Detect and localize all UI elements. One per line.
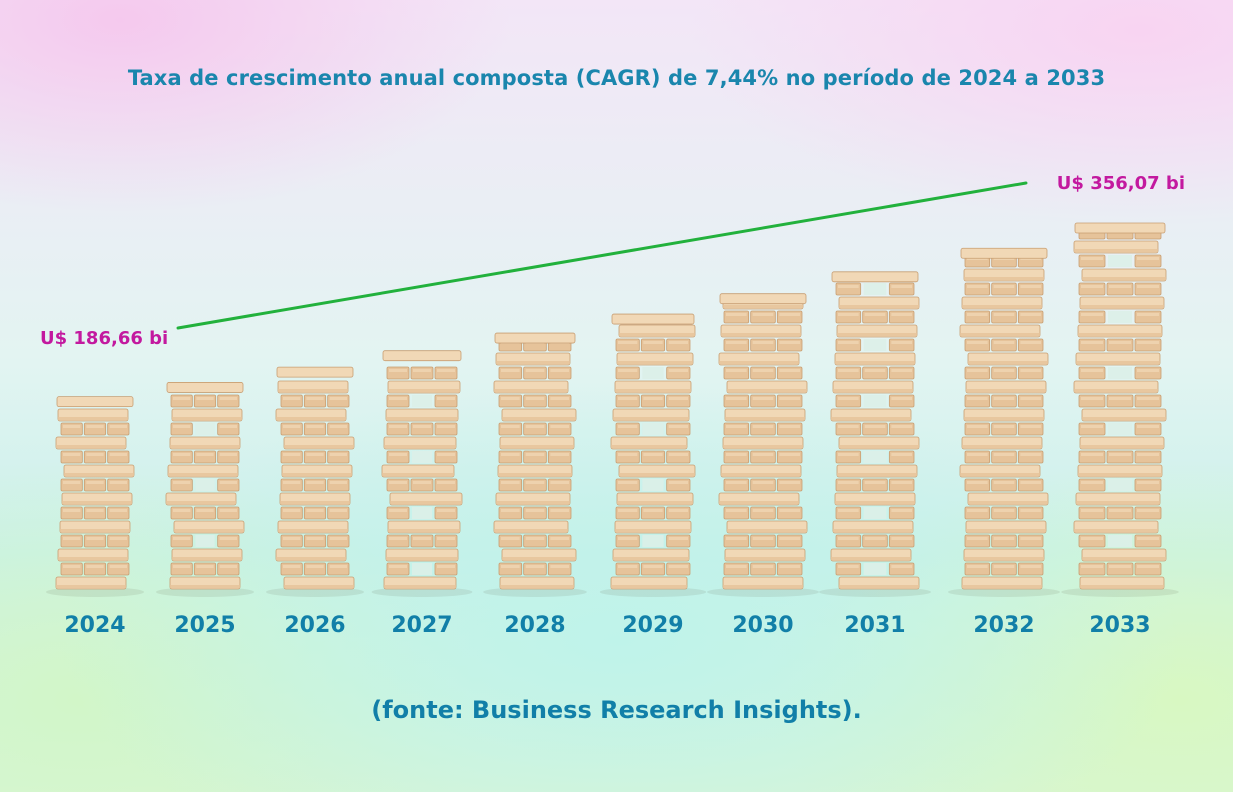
bar-2025 [156,382,254,597]
year-label-2032: 2032 [973,613,1034,638]
year-label-2026: 2026 [284,613,345,638]
year-label-2030: 2030 [732,613,793,638]
year-label-2027: 2027 [391,613,452,638]
bar-2029 [599,313,707,597]
bar-2024 [46,396,144,597]
year-label-2033: 2033 [1089,613,1150,638]
year-label-2024: 2024 [64,613,125,638]
year-label-2029: 2029 [622,613,683,638]
bar-2030 [707,293,819,597]
bar-2032 [948,247,1060,597]
label-group: 2024 2025 2026 2027 2028 2029 2030 2031 2032 2033… [40,173,1185,638]
bar-2031 [819,271,931,597]
bar-2026 [266,366,364,597]
bar-2027 [371,350,473,597]
source-note: (fonte: Business Research Insights). [371,696,862,724]
bar-2028 [483,332,587,597]
year-label-2031: 2031 [844,613,905,638]
value-label-2024: U$ 186,66 bi [40,328,168,349]
trend-line [176,181,1028,330]
value-label-2033: U$ 356,07 bi [1057,173,1185,194]
year-label-2028: 2028 [504,613,565,638]
year-label-2025: 2025 [174,613,235,638]
chart-title: Taxa de crescimento anual composta (CAGR… [127,66,1106,90]
bar-2033 [1061,222,1179,597]
bar-group [46,222,1179,597]
